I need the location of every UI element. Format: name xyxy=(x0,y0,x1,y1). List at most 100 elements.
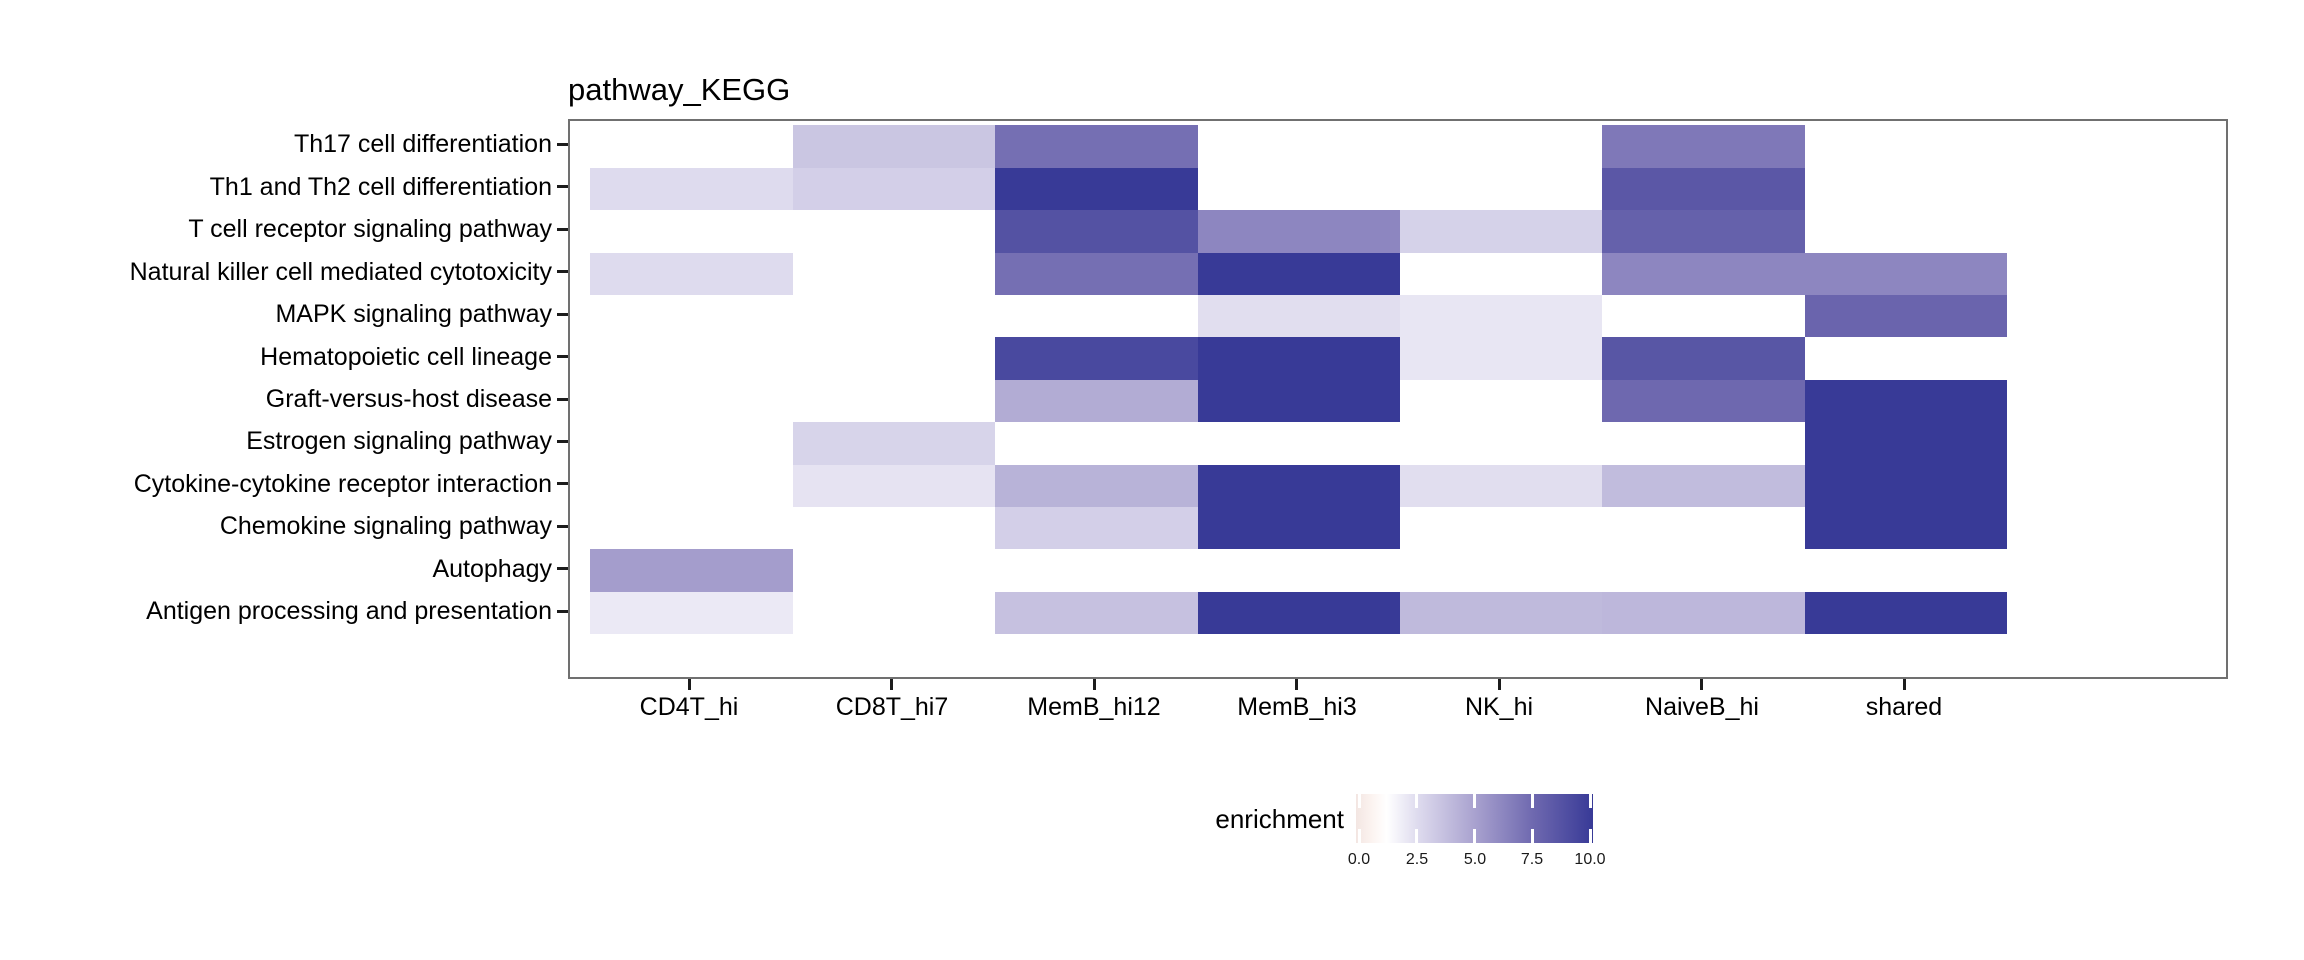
y-axis-tick xyxy=(557,567,568,570)
x-axis-tick xyxy=(890,679,893,690)
x-axis-label: CD4T_hi xyxy=(639,693,739,721)
y-axis-tick xyxy=(557,610,568,613)
heatmap-cell xyxy=(1400,592,1602,634)
heatmap-cell xyxy=(1198,210,1400,253)
heatmap-cell xyxy=(995,507,1198,549)
x-axis-tick xyxy=(1093,679,1096,690)
y-axis-label: Cytokine-cytokine receptor interaction xyxy=(133,470,552,498)
legend-gradient-bar xyxy=(1356,794,1593,843)
heatmap-cell xyxy=(1198,337,1400,380)
legend-tick-label: 7.5 xyxy=(1520,851,1544,868)
legend-tick xyxy=(1415,794,1418,808)
heatmap-cell xyxy=(1602,168,1805,210)
y-axis-tick xyxy=(557,313,568,316)
legend-tick xyxy=(1415,829,1418,843)
legend-tick xyxy=(1531,794,1534,808)
y-axis-tick xyxy=(557,185,568,188)
y-axis-tick xyxy=(557,482,568,485)
legend-tick xyxy=(1589,829,1592,843)
heatmap-cell xyxy=(1198,507,1400,549)
heatmap-cell xyxy=(590,253,793,295)
heatmap-cell xyxy=(793,168,995,210)
y-axis-tick xyxy=(557,143,568,146)
x-axis-label: NK_hi xyxy=(1464,693,1534,721)
y-axis-label: Chemokine signaling pathway xyxy=(219,512,552,540)
heatmap-cell xyxy=(1805,465,2007,507)
heatmap-cell xyxy=(1602,337,1805,380)
x-axis-label: shared xyxy=(1865,693,1943,721)
heatmap-cell xyxy=(1805,422,2007,465)
y-axis-label: Estrogen signaling pathway xyxy=(246,427,552,455)
heatmap-cell xyxy=(1602,253,1805,295)
heatmap-cell xyxy=(995,125,1198,168)
heatmap-cell xyxy=(1805,295,2007,337)
heatmap-cell xyxy=(793,465,995,507)
x-axis-tick xyxy=(1903,679,1906,690)
heatmap-cell xyxy=(590,592,793,634)
y-axis-label: Hematopoietic cell lineage xyxy=(260,343,552,371)
heatmap-cell xyxy=(1602,125,1805,168)
heatmap-cell xyxy=(1400,210,1602,253)
y-axis-label: Th1 and Th2 cell differentiation xyxy=(209,173,552,201)
heatmap-cell xyxy=(1400,295,1602,337)
y-axis-tick xyxy=(557,355,568,358)
heatmap-cell xyxy=(1198,465,1400,507)
x-axis-label: MemB_hi12 xyxy=(1027,693,1161,721)
x-axis-label: NaiveB_hi xyxy=(1645,693,1759,721)
y-axis-label: MAPK signaling pathway xyxy=(275,300,552,328)
heatmap-cell xyxy=(1805,253,2007,295)
heatmap-cell xyxy=(995,465,1198,507)
legend-tick-label: 0.0 xyxy=(1347,851,1371,868)
x-axis-tick xyxy=(1295,679,1298,690)
y-axis-label: Natural killer cell mediated cytotoxicit… xyxy=(129,258,552,286)
heatmap-cell xyxy=(995,168,1198,210)
y-axis-tick xyxy=(557,525,568,528)
heatmap-cell xyxy=(1602,592,1805,634)
legend-title: enrichment xyxy=(1215,804,1344,834)
y-axis-tick xyxy=(557,398,568,401)
heatmap-cell xyxy=(1198,295,1400,337)
heatmap-cell xyxy=(995,337,1198,380)
y-axis-label: Graft-versus-host disease xyxy=(265,385,552,413)
y-axis-label: Autophagy xyxy=(432,555,552,583)
heatmap-cell xyxy=(590,549,793,592)
y-axis-tick xyxy=(557,270,568,273)
heatmap-cell xyxy=(1400,337,1602,380)
heatmap-cell xyxy=(1602,210,1805,253)
legend-tick xyxy=(1473,794,1476,808)
legend-tick xyxy=(1358,829,1361,843)
heatmap-cell xyxy=(995,592,1198,634)
heatmap-cell xyxy=(1198,380,1400,422)
heatmap-panel xyxy=(568,119,2228,679)
legend-tick-label: 10.0 xyxy=(1574,851,1606,868)
heatmap-cell xyxy=(793,125,995,168)
y-axis-tick xyxy=(557,228,568,231)
x-axis-tick xyxy=(688,679,691,690)
y-axis-tick xyxy=(557,440,568,443)
heatmap-cell xyxy=(1400,465,1602,507)
legend-tick xyxy=(1473,829,1476,843)
heatmap-cell xyxy=(995,210,1198,253)
x-axis-label: CD8T_hi7 xyxy=(835,693,949,721)
y-axis-label: Th17 cell differentiation xyxy=(293,130,552,158)
chart-title: pathway_KEGG xyxy=(568,72,791,107)
heatmap-cell xyxy=(1602,465,1805,507)
legend-tick xyxy=(1531,829,1534,843)
heatmap-cell xyxy=(590,168,793,210)
heatmap-cell xyxy=(1805,507,2007,549)
heatmap-cell xyxy=(793,422,995,465)
heatmap-cell xyxy=(995,253,1198,295)
legend-tick xyxy=(1589,794,1592,808)
heatmap-cell xyxy=(1805,380,2007,422)
heatmap-cell xyxy=(1805,592,2007,634)
y-axis-label: Antigen processing and presentation xyxy=(146,597,552,625)
x-axis-tick xyxy=(1498,679,1501,690)
heatmap-cell xyxy=(1198,592,1400,634)
heatmap-cell xyxy=(995,380,1198,422)
y-axis-label: T cell receptor signaling pathway xyxy=(188,215,552,243)
x-axis-tick xyxy=(1700,679,1703,690)
legend-tick-label: 2.5 xyxy=(1405,851,1429,868)
legend-tick xyxy=(1358,794,1361,808)
x-axis-label: MemB_hi3 xyxy=(1237,693,1357,721)
